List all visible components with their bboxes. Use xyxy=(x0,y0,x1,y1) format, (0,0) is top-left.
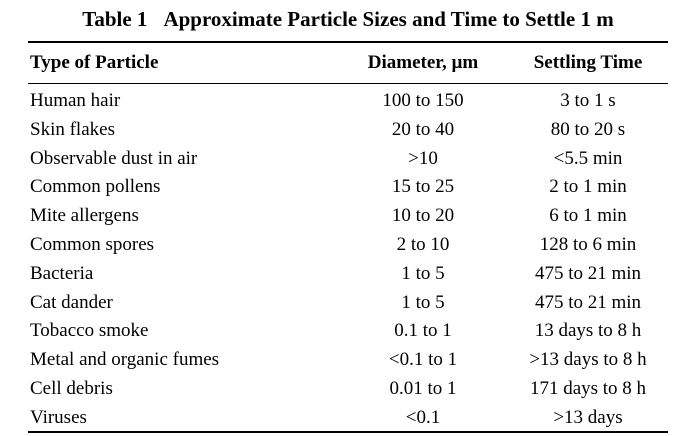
cell-diameter: <0.1 to 1 xyxy=(388,349,458,371)
cell-diameter: >10 xyxy=(408,147,438,169)
cell-settling-time: 475 to 21 min xyxy=(534,291,642,313)
cell-settling-time: 6 to 1 min xyxy=(549,205,627,227)
cell-diameter: 0.1 to 1 xyxy=(394,320,452,342)
cell-particle-type: Cell debris xyxy=(30,377,113,399)
table-row: Human hair 100 to 150 3 to 1 s xyxy=(28,87,668,116)
cell-particle-type: Metal and organic fumes xyxy=(30,349,220,371)
cell-settling-time: 475 to 21 min xyxy=(534,262,642,284)
cell-diameter: 2 to 10 xyxy=(396,233,450,255)
table-body: Human hair 100 to 150 3 to 1 s Skin flak… xyxy=(28,87,668,433)
header-rule xyxy=(28,83,668,84)
table-row: Observable dust in air >10 <5.5 min xyxy=(28,145,668,174)
cell-settling-time: 80 to 20 s xyxy=(550,118,626,140)
table-title: Approximate Particle Sizes and Time to S… xyxy=(163,7,614,31)
cell-settling-time: 3 to 1 s xyxy=(560,90,616,111)
cell-diameter: 10 to 20 xyxy=(391,205,455,227)
cell-settling-time: 2 to 1 min xyxy=(549,176,627,198)
cell-diameter: 1 to 5 xyxy=(401,262,445,284)
cell-particle-type: Common pollens xyxy=(30,176,161,198)
cell-settling-time: 171 days to 8 h xyxy=(529,377,647,399)
table-header: Type of Particle Diameter, µm Settling T… xyxy=(28,49,668,77)
table-row: Skin flakes 20 to 40 80 to 20 s xyxy=(28,116,668,145)
cell-particle-type: Skin flakes xyxy=(30,118,115,140)
table-row: Tobacco smoke 0.1 to 1 13 days to 8 h xyxy=(28,317,668,346)
cell-settling-time: >13 days xyxy=(553,406,623,428)
cell-diameter: 100 to 150 xyxy=(382,90,464,111)
table-row: Bacteria 1 to 5 475 to 21 min xyxy=(28,260,668,289)
cell-settling-time: >13 days to 8 h xyxy=(529,349,647,371)
cell-settling-time: <5.5 min xyxy=(553,147,623,169)
table-row: Viruses <0.1 >13 days xyxy=(28,404,668,433)
cell-diameter: <0.1 xyxy=(405,406,441,428)
column-header-settling-time: Settling Time xyxy=(533,52,643,73)
table-number: Table 1 xyxy=(82,7,148,31)
column-header-diameter: Diameter, µm xyxy=(367,52,479,73)
cell-particle-type: Viruses xyxy=(30,406,87,428)
table-row: Metal and organic fumes <0.1 to 1 >13 da… xyxy=(28,346,668,375)
cell-particle-type: Human hair xyxy=(30,90,121,111)
cell-diameter: 20 to 40 xyxy=(391,118,455,140)
column-header-type: Type of Particle xyxy=(30,52,159,73)
bottom-rule xyxy=(28,431,668,433)
table-row: Cat dander 1 to 5 475 to 21 min xyxy=(28,289,668,318)
table-row: Cell debris 0.01 to 1 171 days to 8 h xyxy=(28,375,668,404)
cell-diameter: 0.01 to 1 xyxy=(389,377,457,399)
cell-settling-time: 128 to 6 min xyxy=(539,233,637,255)
cell-particle-type: Tobacco smoke xyxy=(30,320,149,342)
top-rule xyxy=(28,41,668,43)
cell-particle-type: Bacteria xyxy=(30,262,94,284)
table-caption: Table 1 Approximate Particle Sizes and Ti… xyxy=(0,6,696,32)
cell-particle-type: Common spores xyxy=(30,233,155,255)
cell-particle-type: Observable dust in air xyxy=(30,147,198,169)
table-row: Common spores 2 to 10 128 to 6 min xyxy=(28,231,668,260)
cell-particle-type: Cat dander xyxy=(30,291,113,313)
cell-diameter: 1 to 5 xyxy=(401,291,445,313)
table-row: Mite allergens 10 to 20 6 to 1 min xyxy=(28,202,668,231)
cell-diameter: 15 to 25 xyxy=(391,176,455,198)
table-row: Common pollens 15 to 25 2 to 1 min xyxy=(28,173,668,202)
cell-settling-time: 13 days to 8 h xyxy=(534,320,642,342)
cell-particle-type: Mite allergens xyxy=(30,205,139,227)
